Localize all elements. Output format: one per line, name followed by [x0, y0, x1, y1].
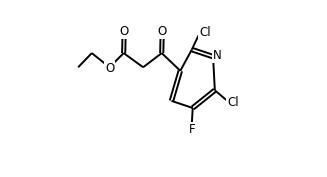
Text: O: O	[119, 25, 129, 38]
Text: Cl: Cl	[199, 26, 211, 39]
Text: Cl: Cl	[227, 96, 238, 109]
Text: O: O	[158, 25, 167, 38]
Text: N: N	[213, 49, 222, 62]
Text: O: O	[105, 62, 114, 75]
Text: F: F	[188, 123, 195, 136]
